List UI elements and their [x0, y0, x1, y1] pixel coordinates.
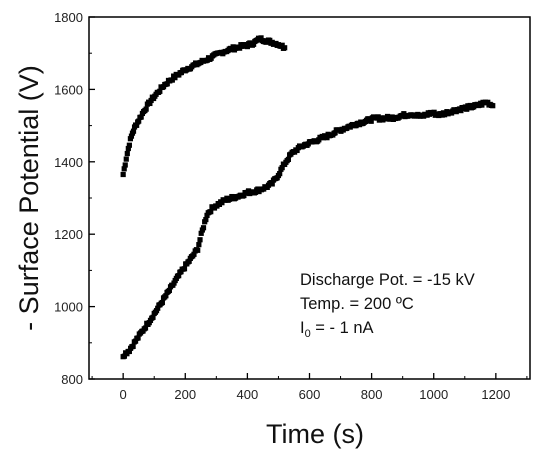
y-tick-label: 1200: [54, 227, 83, 242]
x-tick-label: 200: [174, 387, 196, 402]
data-point: [130, 343, 136, 349]
data-point: [294, 147, 300, 154]
data-point: [279, 165, 285, 171]
data-point: [132, 338, 139, 344]
data-markers: [120, 35, 496, 360]
data-point: [176, 273, 182, 279]
y-axis-title: - Surface Potential (V): [14, 65, 44, 331]
data-point: [181, 266, 188, 272]
y-tick-label: 800: [61, 372, 83, 387]
data-point: [143, 106, 149, 112]
x-tick-label: 1200: [481, 387, 510, 402]
data-point: [120, 171, 126, 178]
data-point: [285, 156, 291, 163]
series-2: [120, 99, 496, 360]
current-subscript: 0: [305, 328, 311, 340]
y-tick-label: 1000: [54, 300, 83, 315]
current-symbol: I: [300, 319, 305, 337]
data-point: [128, 133, 135, 139]
data-point: [164, 81, 170, 87]
data-point: [282, 45, 288, 51]
data-point: [155, 305, 161, 311]
data-point: [172, 75, 178, 81]
x-tick-label: 0: [120, 387, 127, 402]
data-point: [136, 118, 142, 124]
data-point: [147, 100, 153, 107]
data-point: [250, 41, 257, 47]
data-point: [163, 293, 169, 299]
data-point: [198, 230, 204, 236]
annotation-discharge-potential: Discharge Pot. = -15 kV: [300, 271, 475, 289]
data-point: [138, 114, 144, 120]
data-point: [157, 88, 163, 94]
data-point: [332, 130, 338, 136]
data-point: [191, 251, 197, 257]
data-point: [121, 166, 127, 172]
data-point: [142, 325, 149, 331]
data-point: [186, 258, 192, 264]
data-point: [269, 181, 275, 187]
data-point: [130, 128, 137, 134]
x-tick-label: 1000: [419, 387, 448, 402]
data-point: [196, 242, 202, 248]
data-point: [122, 162, 128, 168]
data-point: [208, 209, 214, 215]
x-tick-label: 400: [237, 387, 259, 402]
y-tick-label: 1600: [54, 82, 83, 97]
plot-frame: [88, 16, 531, 380]
data-point: [200, 225, 207, 231]
data-point: [368, 118, 374, 124]
data-point: [277, 171, 283, 177]
y-axis: 800 1000 1200 1400 1600 1800: [54, 10, 95, 387]
y-tick-label: 1800: [54, 10, 83, 25]
data-point: [124, 150, 130, 157]
data-point: [125, 145, 131, 152]
series-1: [120, 35, 288, 178]
current-value: = - 1 nA: [311, 319, 374, 337]
data-point: [134, 122, 140, 128]
x-axis-title: Time (s): [266, 419, 364, 449]
data-point: [126, 348, 132, 355]
data-point: [195, 247, 201, 253]
annotation-current: I0 = - 1 nA: [300, 319, 374, 340]
data-point: [123, 156, 129, 162]
data-point: [197, 237, 203, 243]
data-point: [135, 335, 141, 341]
data-point: [244, 43, 250, 50]
x-axis: 0 200 400 600 800 1000 1200: [91, 373, 528, 402]
data-point: [203, 216, 209, 223]
data-point: [159, 299, 165, 306]
data-point: [464, 106, 470, 112]
x-tick-label: 600: [299, 387, 321, 402]
data-point: [490, 103, 496, 109]
data-point: [166, 287, 172, 294]
data-point: [126, 142, 132, 148]
data-point: [258, 35, 264, 41]
data-point: [150, 314, 156, 320]
x-tick-label: 800: [361, 387, 383, 402]
annotation-temperature: Temp. = 200 ºC: [300, 295, 414, 313]
data-point: [204, 212, 210, 218]
y-tick-label: 1400: [54, 155, 83, 170]
